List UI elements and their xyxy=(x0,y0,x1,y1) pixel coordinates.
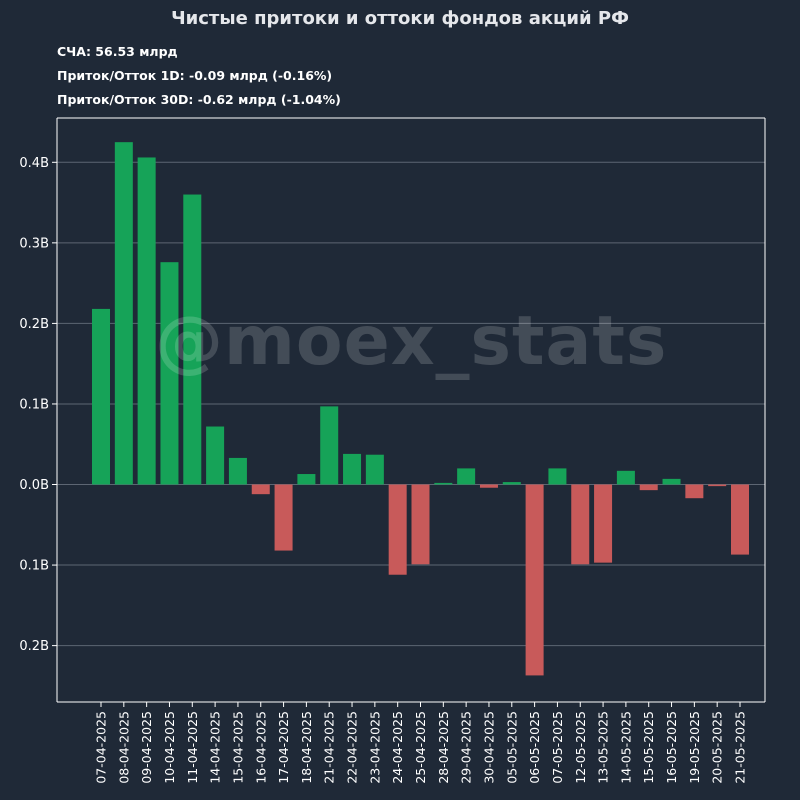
flow-30d-label: Приток/Отток 30D: -0.62 млрд (-1.04%) xyxy=(57,92,341,107)
bar xyxy=(297,474,316,485)
bar xyxy=(685,484,704,499)
watermark: @moex_stats xyxy=(155,302,668,381)
bar xyxy=(388,484,407,575)
bar xyxy=(251,484,270,495)
bar xyxy=(137,157,156,485)
aum-label: СЧА: 56.53 млрд xyxy=(57,44,178,59)
bar xyxy=(434,482,453,485)
bar xyxy=(479,484,498,488)
bar xyxy=(708,484,727,487)
x-tick-label: 13-05-2025 xyxy=(596,711,611,784)
x-tick-label: 15-04-2025 xyxy=(230,711,245,784)
x-tick-label: 28-04-2025 xyxy=(436,711,451,784)
bar xyxy=(571,484,590,565)
bar xyxy=(525,484,544,676)
x-tick-label: 07-04-2025 xyxy=(94,711,109,784)
bar xyxy=(365,454,384,485)
x-tick-label: 21-04-2025 xyxy=(322,711,337,784)
bar xyxy=(343,453,362,485)
x-tick-label: 25-04-2025 xyxy=(413,711,428,784)
bar xyxy=(411,484,430,565)
x-tick-label: 23-04-2025 xyxy=(367,711,382,784)
bar xyxy=(594,484,613,563)
x-tick-label: 12-05-2025 xyxy=(573,711,588,784)
y-tick-label: 0.4B xyxy=(19,156,49,171)
bar xyxy=(639,484,658,491)
x-tick-label: 17-04-2025 xyxy=(276,711,291,784)
bar xyxy=(616,470,635,485)
x-tick-label: 24-04-2025 xyxy=(390,711,405,784)
x-tick-label: 07-05-2025 xyxy=(550,711,565,784)
bar xyxy=(457,468,476,485)
x-tick-label: 15-05-2025 xyxy=(641,711,656,784)
bar xyxy=(502,482,521,485)
bar xyxy=(160,262,179,485)
x-tick-label: 22-04-2025 xyxy=(345,711,360,784)
y-tick-label: 0.0B xyxy=(19,478,49,493)
x-tick-label: 09-04-2025 xyxy=(139,711,154,784)
bar xyxy=(731,484,749,555)
chart-title: Чистые притоки и оттоки фондов акций РФ xyxy=(171,8,629,29)
x-tick-label: 16-05-2025 xyxy=(664,711,679,784)
x-tick-label: 11-04-2025 xyxy=(185,711,200,784)
x-tick-label: 16-04-2025 xyxy=(253,711,268,784)
bar xyxy=(92,308,110,485)
x-tick-label: 21-05-2025 xyxy=(733,711,748,784)
bar xyxy=(662,478,681,485)
bar xyxy=(114,142,133,485)
bar xyxy=(320,406,339,485)
x-tick-label: 10-04-2025 xyxy=(162,711,177,784)
bar xyxy=(183,194,202,485)
x-tick-label: 20-05-2025 xyxy=(710,711,725,784)
x-tick-label: 19-05-2025 xyxy=(687,711,702,784)
x-tick-label: 05-05-2025 xyxy=(504,711,519,784)
y-tick-label: 0.2B xyxy=(19,639,49,654)
x-tick-label: 18-04-2025 xyxy=(299,711,314,784)
x-tick-label: 30-04-2025 xyxy=(481,711,496,784)
flow-1d-label: Приток/Отток 1D: -0.09 млрд (-0.16%) xyxy=(57,68,333,83)
bar xyxy=(548,468,567,485)
bar xyxy=(228,457,247,485)
x-tick-label: 08-04-2025 xyxy=(116,711,131,784)
bar xyxy=(274,484,293,551)
x-tick-label: 29-04-2025 xyxy=(459,711,474,784)
y-tick-label: 0.1B xyxy=(19,559,49,574)
y-tick-label: 0.3B xyxy=(19,236,49,251)
x-tick-label: 14-05-2025 xyxy=(618,711,633,784)
y-tick-label: 0.2B xyxy=(19,317,49,332)
y-tick-label: 0.1B xyxy=(19,397,49,412)
x-tick-label: 14-04-2025 xyxy=(208,711,223,784)
bar xyxy=(206,426,225,485)
x-tick-label: 06-05-2025 xyxy=(527,711,542,784)
